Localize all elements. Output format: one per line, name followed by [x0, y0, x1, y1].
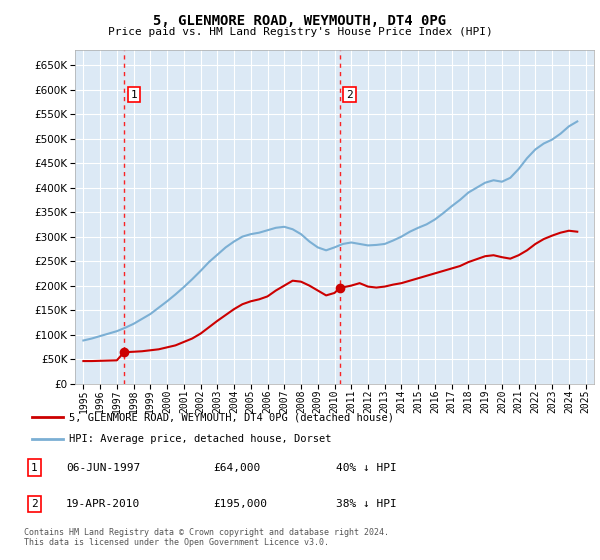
- Text: 1: 1: [31, 463, 37, 473]
- Text: £64,000: £64,000: [214, 463, 261, 473]
- Text: 38% ↓ HPI: 38% ↓ HPI: [337, 499, 397, 509]
- Text: 5, GLENMORE ROAD, WEYMOUTH, DT4 0PG (detached house): 5, GLENMORE ROAD, WEYMOUTH, DT4 0PG (det…: [68, 412, 394, 422]
- Text: Price paid vs. HM Land Registry's House Price Index (HPI): Price paid vs. HM Land Registry's House …: [107, 27, 493, 38]
- Text: 2: 2: [346, 90, 353, 100]
- Text: 19-APR-2010: 19-APR-2010: [66, 499, 140, 509]
- Text: Contains HM Land Registry data © Crown copyright and database right 2024.
This d: Contains HM Land Registry data © Crown c…: [24, 528, 389, 547]
- Text: 1: 1: [131, 90, 137, 100]
- Text: HPI: Average price, detached house, Dorset: HPI: Average price, detached house, Dors…: [68, 435, 331, 444]
- Text: 5, GLENMORE ROAD, WEYMOUTH, DT4 0PG: 5, GLENMORE ROAD, WEYMOUTH, DT4 0PG: [154, 14, 446, 28]
- Text: 40% ↓ HPI: 40% ↓ HPI: [337, 463, 397, 473]
- Text: 06-JUN-1997: 06-JUN-1997: [66, 463, 140, 473]
- Text: 2: 2: [31, 499, 37, 509]
- Text: £195,000: £195,000: [214, 499, 268, 509]
